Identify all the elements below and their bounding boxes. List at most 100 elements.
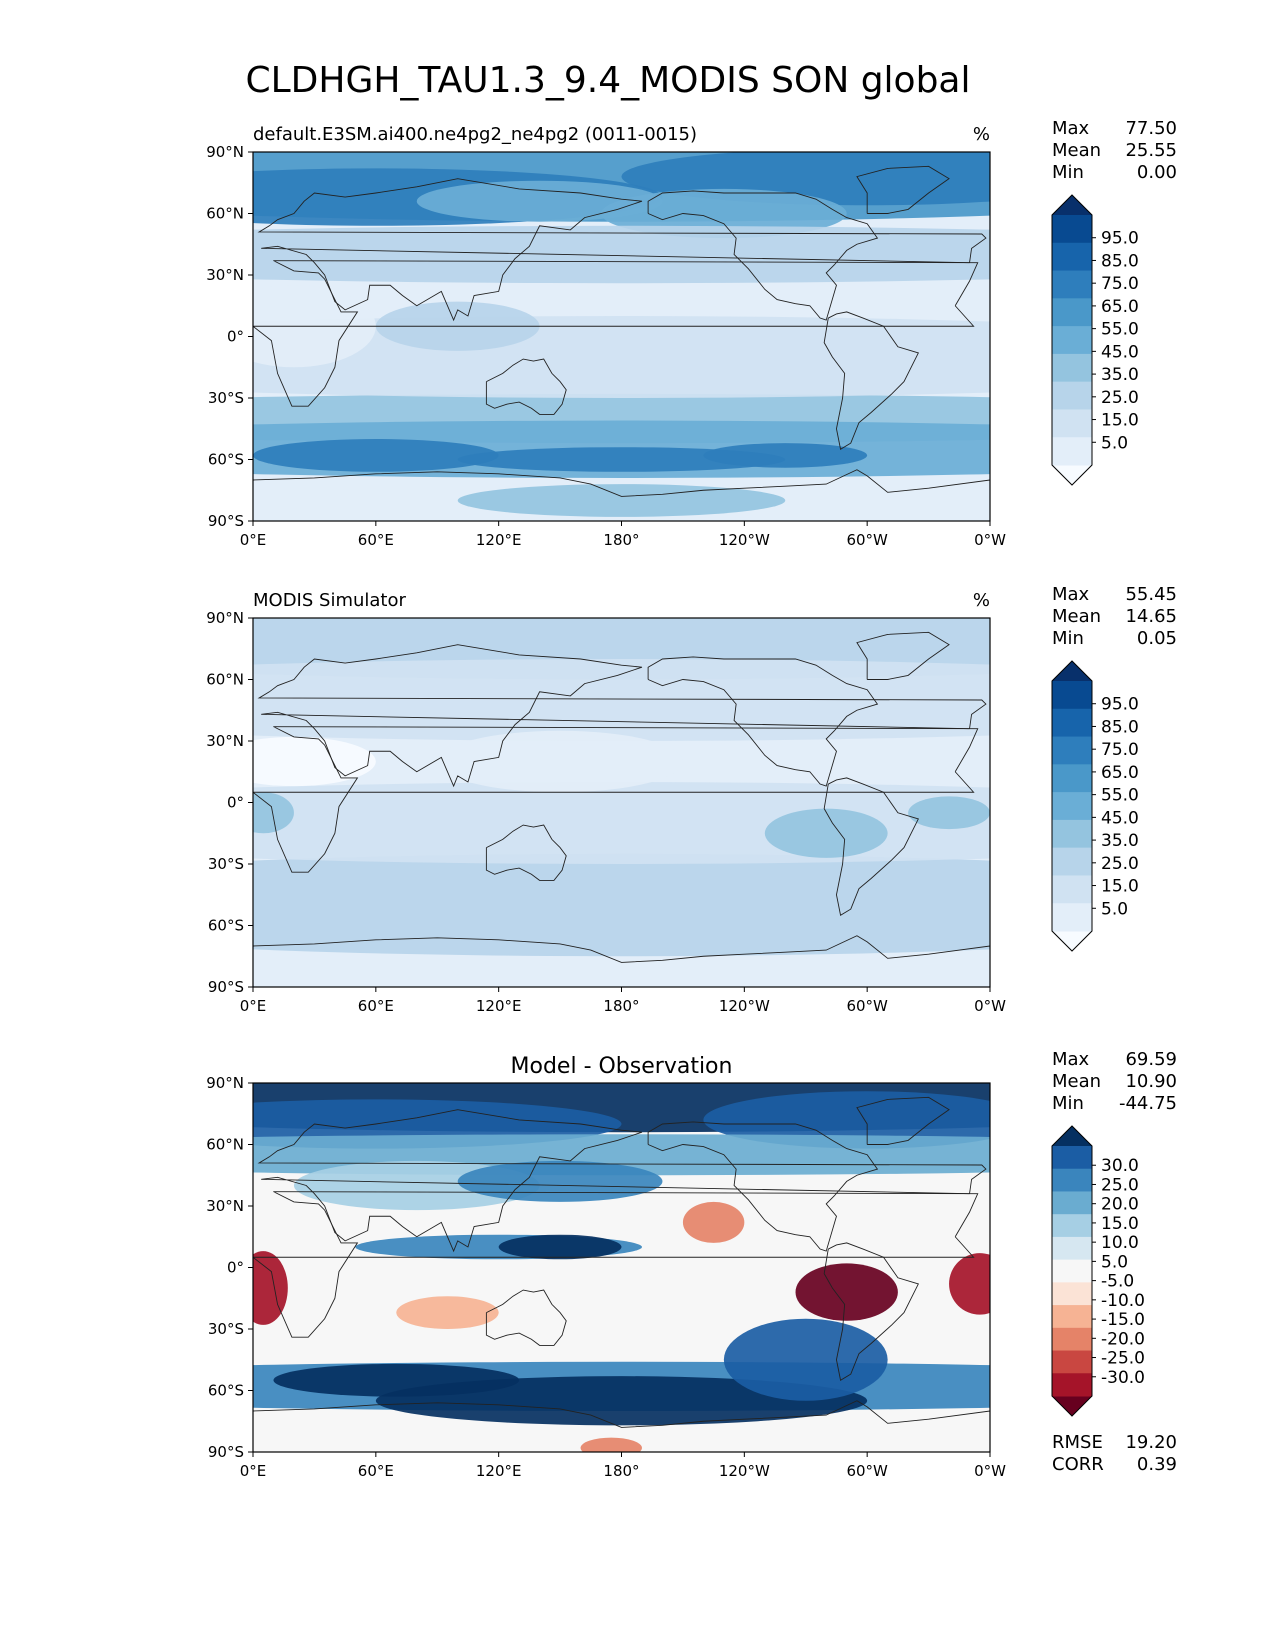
lat-tick-label: 30°N [206, 266, 244, 284]
field-region [682, 1201, 745, 1243]
panel-3: 90°N 60°N 30°N 0° 30°S 60°S 90°S0°E 60°E 120°E 18… [206, 1049, 1177, 1480]
colorbar-segment [1052, 792, 1092, 821]
colorbar-label: 65.0 [1101, 297, 1139, 317]
coastline [253, 726, 979, 873]
coastline [257, 1109, 987, 1253]
colorbar-label: 85.0 [1101, 251, 1139, 271]
lon-tick-label: 60°E [358, 997, 394, 1015]
stat-label: Min [1052, 628, 1084, 649]
lat-tick-label: 90°N [206, 609, 244, 627]
colorbar-label: 95.0 [1101, 229, 1139, 249]
colorbar-segment [1052, 736, 1092, 765]
colorbar: 95.085.0 75.0 65.0 55.045.0 35.0 25.0 15.05.0 [1051, 660, 1139, 952]
colorbar-segment [1052, 764, 1092, 793]
stat-label: Min [1052, 1093, 1084, 1114]
field-region [253, 225, 990, 284]
lon-tick-label: 180° [603, 531, 639, 549]
coastline [647, 1121, 879, 1252]
panel-title: MODIS Simulator [253, 590, 406, 611]
colorbar-segment [1052, 903, 1092, 932]
field-region [703, 1091, 990, 1149]
colorbar: 95.085.0 75.0 65.0 55.045.0 35.0 25.0 15.05.0 [1051, 194, 1139, 486]
lon-tick-label: 60°W [846, 531, 888, 549]
colorbar-label: -10.0 [1101, 1291, 1145, 1311]
colorbar-label: 75.0 [1101, 274, 1139, 294]
field-region [375, 1376, 868, 1426]
colorbar-label: 35.0 [1101, 831, 1139, 851]
coastline [647, 190, 879, 321]
lat-tick-label: 0° [227, 794, 244, 812]
colorbar-label: 55.0 [1101, 786, 1139, 806]
field-region [437, 730, 683, 793]
colorbar-label: 65.0 [1101, 763, 1139, 783]
field-region [253, 736, 376, 787]
lon-tick-label: 60°W [846, 1462, 888, 1480]
stat-label: Mean [1052, 606, 1101, 627]
stat-value: 0.05 [1137, 628, 1177, 649]
colorbar-segment [1052, 215, 1092, 244]
colorbar-segment [1052, 270, 1092, 299]
colorbar-label: 45.0 [1101, 808, 1139, 828]
coastline [253, 935, 990, 987]
coastline [485, 358, 567, 415]
stat-value: 69.59 [1125, 1049, 1177, 1070]
lon-tick-label: 60°E [358, 1462, 394, 1480]
stat-label: Max [1052, 1049, 1090, 1070]
field-region [457, 484, 786, 517]
field-region [764, 808, 888, 858]
colorbar-label: 30.0 [1101, 1156, 1139, 1176]
colorbar-segment [1052, 1305, 1092, 1329]
stat-value: 55.45 [1125, 584, 1177, 605]
colorbar-label: 95.0 [1101, 695, 1139, 715]
lat-tick-label: 60°S [208, 917, 244, 935]
colorbar-label: -5.0 [1101, 1272, 1134, 1292]
colorbar-segment [1052, 326, 1092, 355]
colorbar-label: -25.0 [1101, 1349, 1145, 1369]
coastline [485, 1289, 567, 1346]
lon-tick-label: 60°W [846, 997, 888, 1015]
colorbar-segment [1052, 1146, 1092, 1170]
extra-stat-value: 0.39 [1137, 1454, 1177, 1475]
lat-tick-label: 30°N [206, 1197, 244, 1215]
field-region [601, 188, 847, 239]
colorbar-label: 85.0 [1101, 717, 1139, 737]
stat-label: Mean [1052, 1071, 1101, 1092]
field-region [253, 659, 990, 741]
colorbar-segment [1052, 1327, 1092, 1352]
colorbar-segment [1052, 1259, 1092, 1283]
lat-tick-label: 60°N [206, 671, 244, 689]
extra-stat-value: 19.20 [1125, 1432, 1177, 1453]
colorbar-segment [1052, 847, 1092, 876]
panel-units: % [973, 124, 990, 145]
coastline [856, 165, 950, 214]
lon-tick-label: 120°E [476, 997, 522, 1015]
lat-tick-label: 90°N [206, 143, 244, 161]
colorbar-extend-top [1052, 661, 1092, 681]
stat-value: 77.50 [1125, 118, 1177, 139]
colorbar-extend-bottom [1052, 465, 1092, 485]
lat-tick-label: 0° [227, 1259, 244, 1277]
map-field [253, 1083, 990, 1452]
colorbar-label: 20.0 [1101, 1195, 1139, 1215]
lat-tick-label: 90°S [208, 1443, 244, 1461]
colorbar-segment [1052, 875, 1092, 904]
field-region [253, 1251, 288, 1325]
colorbar: 30.025.020.015.010.05.0-5.0-10.0-15.0-20… [1051, 1125, 1145, 1417]
field-region [949, 1253, 990, 1315]
field-region [723, 1318, 888, 1401]
colorbar-label: 35.0 [1101, 365, 1139, 385]
colorbar-label: 10.0 [1101, 1233, 1139, 1253]
panel-title: Model - Observation [511, 1054, 733, 1079]
colorbar-segment [1052, 681, 1092, 710]
colorbar-label: -30.0 [1101, 1368, 1145, 1388]
colorbar-outline [1051, 194, 1093, 486]
coastline [253, 260, 979, 407]
colorbar-segment [1052, 298, 1092, 327]
map-field [253, 152, 990, 521]
panel-units: % [973, 590, 990, 611]
field-region [253, 439, 499, 472]
colorbar-segment [1052, 242, 1092, 272]
field-region [416, 180, 663, 222]
lat-tick-label: 60°S [208, 1382, 244, 1400]
